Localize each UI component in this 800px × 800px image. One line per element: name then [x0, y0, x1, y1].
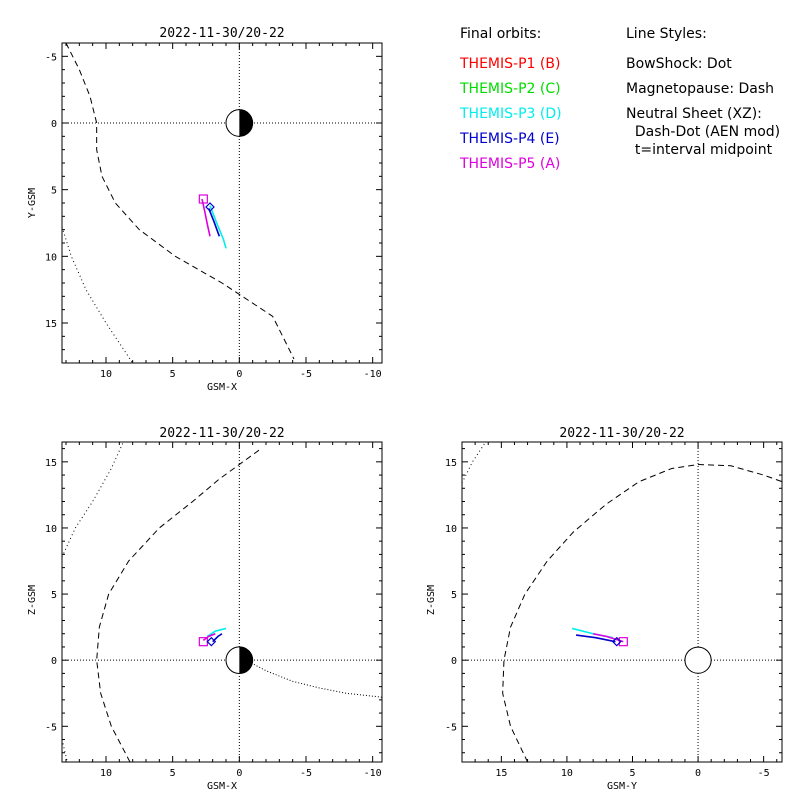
marker-diamond: [206, 636, 217, 647]
series-magnetopause: [502, 463, 782, 762]
y-tick-label: 15: [445, 458, 457, 469]
legend-probe-p3: THEMIS-P3 (D): [460, 106, 562, 122]
y-axis-label: Z-GSM: [27, 585, 38, 615]
legend-probe-p2: THEMIS-P2 (C): [460, 81, 561, 97]
series-neutral-sheet: [245, 659, 382, 698]
plot-area: [462, 442, 782, 762]
marker-diamond: [205, 202, 215, 212]
y-tick-label: -5: [45, 722, 57, 733]
panel-xz: 2022-11-30/20-22 GSM-X Z-GSM 10 5 0 -5 -10 -5…: [27, 426, 383, 792]
line-styles-heading: Line Styles:: [626, 26, 707, 42]
legend-probe-p4: THEMIS-P4 (E): [460, 131, 560, 147]
series-themis-p4-e: [212, 633, 223, 643]
line-style-midpoint-note: t=interval midpoint: [626, 142, 773, 158]
series-themis-p5-a: [201, 198, 211, 237]
series-themis-p5-a: [202, 632, 216, 641]
chart-title: 2022-11-30/20-22: [159, 26, 284, 41]
line-style-magnetopause: Magnetopause: Dash: [626, 81, 775, 97]
x-tick-label: 5: [170, 369, 176, 380]
earth-night-side: [239, 646, 253, 674]
y-tick-label: 15: [45, 319, 57, 330]
y-axis-label: Z-GSM: [426, 585, 437, 615]
x-axis-label: GSM-X: [207, 781, 237, 792]
series-themis-p4-e: [575, 634, 616, 643]
y-tick-label: 10: [45, 524, 57, 535]
plot-frame: [61, 441, 383, 763]
series-themis-p3-d: [206, 627, 227, 638]
earth-icon: [684, 646, 712, 674]
x-axis-label: GSM-Y: [607, 781, 637, 792]
plot-area: [62, 43, 382, 363]
y-tick-label: -5: [445, 722, 457, 733]
x-tick-label: 10: [100, 768, 112, 779]
marker-square: [618, 637, 628, 647]
line-style-dashdot: Dash-Dot (AEN mod): [626, 124, 781, 140]
x-tick-label: 0: [236, 369, 242, 380]
x-tick-label: 10: [561, 768, 573, 779]
x-tick-label: -5: [300, 768, 312, 779]
marker-diamond: [611, 636, 622, 647]
y-tick-label: 0: [51, 656, 57, 667]
marker-square: [198, 194, 208, 204]
plot-frame: [461, 441, 783, 763]
panel-yz: 2022-11-30/20-22 GSM-Y Z-GSM 15 10 5 0 -5 -5 0…: [426, 426, 783, 792]
y-tick-label: 5: [451, 590, 457, 601]
series-themis-p3-d: [209, 205, 227, 249]
y-tick-label: 0: [451, 656, 457, 667]
series-bowshock: [62, 739, 68, 762]
series-magnetopause: [65, 43, 295, 360]
y-tick-label: 0: [51, 119, 57, 130]
x-tick-label: 10: [100, 369, 112, 380]
line-style-bowshock: BowShock: Dot: [626, 56, 732, 72]
panel-xy: 2022-11-30/20-22 GSM-X Y-GSM 10 5 0 -5 -10 -5…: [27, 26, 383, 393]
x-tick-label: 0: [236, 768, 242, 779]
x-tick-label: -10: [364, 768, 382, 779]
plot-area: [62, 442, 382, 762]
legend-probe-p5: THEMIS-P5 (A): [460, 156, 561, 172]
series-themis-p5-a: [592, 632, 624, 643]
y-tick-label: 10: [445, 524, 457, 535]
x-tick-label: 5: [170, 768, 176, 779]
y-tick-label: 5: [51, 186, 57, 197]
x-tick-label: 0: [695, 768, 701, 779]
x-tick-label: -5: [300, 369, 312, 380]
chart-title: 2022-11-30/20-22: [559, 426, 684, 441]
series-magnetopause: [96, 449, 260, 762]
x-tick-label: -10: [364, 369, 382, 380]
chart-title: 2022-11-30/20-22: [159, 426, 284, 441]
line-style-neutral-sheet: Neutral Sheet (XZ):: [626, 106, 762, 122]
series-bowshock: [62, 226, 134, 363]
series-bowshock: [62, 442, 124, 558]
series-themis-p4-e: [207, 208, 221, 237]
y-tick-label: 5: [51, 590, 57, 601]
legend-probe-p1: THEMIS-P1 (B): [460, 56, 561, 72]
earth-night-side: [239, 109, 253, 137]
x-tick-label: 15: [495, 768, 507, 779]
x-tick-label: -5: [758, 768, 770, 779]
y-tick-label: 10: [45, 252, 57, 263]
x-axis-label: GSM-X: [207, 382, 237, 393]
series-bowshock: [462, 442, 487, 484]
plot-frame: [61, 42, 383, 364]
y-tick-label: 15: [45, 458, 57, 469]
y-tick-label: -5: [45, 52, 57, 63]
legend-heading: Final orbits:: [460, 26, 542, 42]
y-axis-label: Y-GSM: [27, 188, 38, 218]
x-tick-label: 5: [629, 768, 635, 779]
